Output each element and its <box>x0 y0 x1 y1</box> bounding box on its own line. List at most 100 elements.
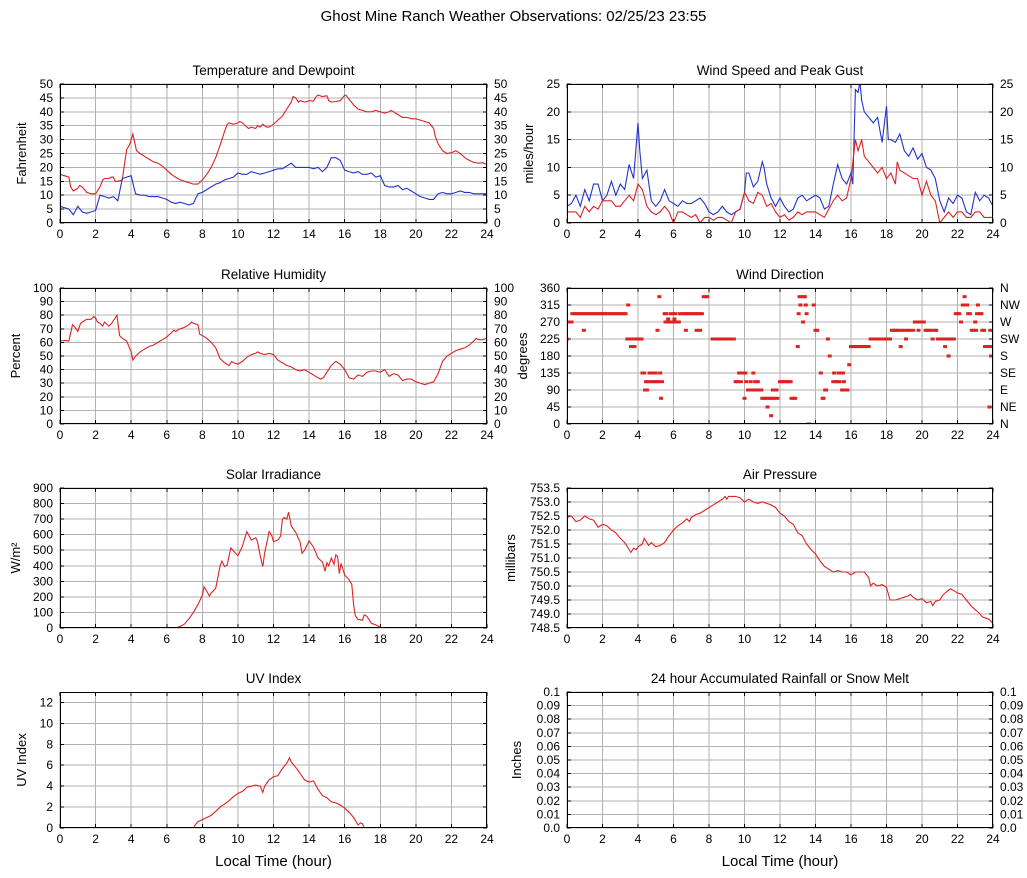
x-tick-label: 4 <box>128 227 135 241</box>
y-tick-label: 20 <box>547 105 561 119</box>
y-tick-label-right: 10 <box>494 188 508 202</box>
x-tick-label: 18 <box>880 227 894 241</box>
y-tick-label: 12 <box>40 695 54 709</box>
y-axis-label: Percent <box>8 333 23 378</box>
x-tick-label: 6 <box>163 227 170 241</box>
y-tick-label-right: 40 <box>494 105 508 119</box>
y-tick-label: 0 <box>553 216 560 230</box>
y-tick-label: 753.5 <box>530 481 560 495</box>
x-tick-label: 0 <box>564 632 571 646</box>
x-tick-label: 12 <box>267 227 281 241</box>
series-group <box>60 313 487 386</box>
y-tick-label: 360 <box>540 281 560 295</box>
y-tick-label: 2 <box>46 800 53 814</box>
chart-title: 24 hour Accumulated Rainfall or Snow Mel… <box>651 671 909 686</box>
x-tick-label: 24 <box>480 428 494 442</box>
x-tick-label: 6 <box>163 428 170 442</box>
y-tick-label: 30 <box>40 376 54 390</box>
x-tick-label: 22 <box>951 227 965 241</box>
y-tick-label: 0 <box>46 216 53 230</box>
y-tick-label-right: 0.06 <box>1000 739 1024 753</box>
y-tick-label: 0.01 <box>537 807 561 821</box>
y-tick-label: 6 <box>46 758 53 772</box>
x-tick-label: 12 <box>773 832 787 846</box>
y-tick-label: 20 <box>40 160 54 174</box>
x-tick-label: 10 <box>738 227 752 241</box>
y-tick-label-right: 0.03 <box>1000 780 1024 794</box>
x-tick-label: 16 <box>844 428 858 442</box>
x-tick-label: 16 <box>338 832 352 846</box>
x-tick-label: 24 <box>480 832 494 846</box>
x-tick-label: 20 <box>409 227 423 241</box>
y-tick-label: 20 <box>40 390 54 404</box>
y-tick-label-right: 20 <box>1000 105 1014 119</box>
y-tick-label-right: 20 <box>494 390 508 404</box>
x-tick-label: 8 <box>199 227 206 241</box>
y-tick-label: 25 <box>547 77 561 91</box>
y-tick-label: 315 <box>540 298 560 312</box>
grid <box>59 487 488 629</box>
y-tick-label: 70 <box>40 322 54 336</box>
y-tick-label-right: 40 <box>494 363 508 377</box>
x-tick-label: 20 <box>409 428 423 442</box>
x-tick-label: 2 <box>92 832 99 846</box>
y-tick-label-right: 10 <box>1000 160 1014 174</box>
y-axis-label: millibars <box>503 534 518 582</box>
x-tick-label: 12 <box>267 632 281 646</box>
x-tick-label: 14 <box>809 428 823 442</box>
x-tick-label: 20 <box>915 227 929 241</box>
y-tick-label: 100 <box>33 605 53 619</box>
y-tick-label: 0.06 <box>537 739 561 753</box>
x-tick-label: 18 <box>880 428 894 442</box>
x-tick-label: 8 <box>199 632 206 646</box>
y-tick-label-right: 0 <box>494 417 501 431</box>
x-tick-label: 12 <box>773 632 787 646</box>
y-tick-label: 0 <box>46 621 53 635</box>
y-tick-label: 500 <box>33 543 53 557</box>
y-tick-label: 100 <box>33 281 53 295</box>
x-tick-label: 16 <box>844 227 858 241</box>
y-tick-label-right: 35 <box>494 119 508 133</box>
series-pressure <box>567 495 993 625</box>
x-tick-label: 16 <box>338 632 352 646</box>
tick-labels: 0 2 4 6 8 10 12 14 16 18 20 22 24748.5749.0749.5750.… <box>530 481 1000 646</box>
series-group <box>60 94 487 216</box>
x-tick-label: 0 <box>57 428 64 442</box>
y-axis-label: UV Index <box>14 733 29 787</box>
plot-border <box>567 288 993 424</box>
y-tick-label: 0 <box>46 417 53 431</box>
series-wind-speed <box>567 139 993 223</box>
series-group <box>567 495 993 625</box>
x-tick-label: 14 <box>302 832 316 846</box>
x-tick-label: 8 <box>199 832 206 846</box>
y-tick-label-right: 5 <box>1000 188 1007 202</box>
y-tick-label-right: 20 <box>494 160 508 174</box>
x-tick-label: 10 <box>738 428 752 442</box>
y-tick-label: 10 <box>40 188 54 202</box>
x-tick-label: 18 <box>374 632 388 646</box>
x-tick-label: 10 <box>231 227 245 241</box>
series-peak-gust <box>567 84 993 216</box>
x-axis-label: Local Time (hour) <box>215 853 332 870</box>
y-tick-label-right: N <box>1000 417 1009 431</box>
chart-air-pressure: 0 2 4 6 8 10 12 14 16 18 20 22 24748.5749.0749.5750.… <box>503 467 1000 646</box>
series-group <box>567 295 993 424</box>
y-tick-label: 0.1 <box>543 685 560 699</box>
y-tick-label: 40 <box>40 363 54 377</box>
chart-title: Air Pressure <box>743 467 817 482</box>
x-tick-label: 4 <box>635 227 642 241</box>
y-tick-label-right: 10 <box>494 403 508 417</box>
y-axis-label: Fahrenheit <box>14 122 29 185</box>
grid <box>566 487 994 629</box>
x-tick-label: 2 <box>92 428 99 442</box>
x-tick-label: 16 <box>338 428 352 442</box>
x-tick-label: 18 <box>374 832 388 846</box>
x-tick-label: 6 <box>670 632 677 646</box>
x-tick-label: 6 <box>163 632 170 646</box>
y-tick-label: 749.5 <box>530 593 560 607</box>
y-tick-label: 300 <box>33 574 53 588</box>
y-tick-label: 0 <box>553 417 560 431</box>
x-tick-label: 8 <box>199 428 206 442</box>
y-tick-label: 90 <box>547 383 561 397</box>
